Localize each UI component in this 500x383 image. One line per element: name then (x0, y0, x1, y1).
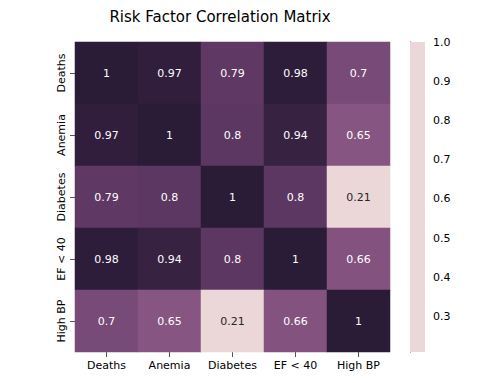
svg-text:0.4: 0.4 (433, 271, 451, 284)
svg-text:Anemia: Anemia (149, 359, 191, 372)
svg-text:0.8: 0.8 (224, 129, 242, 142)
svg-text:Risk Factor Correlation Matrix: Risk Factor Correlation Matrix (109, 8, 330, 26)
svg-text:0.65: 0.65 (346, 129, 371, 142)
svg-text:0.7: 0.7 (350, 67, 368, 80)
svg-text:0.3: 0.3 (433, 310, 451, 323)
svg-text:Deaths: Deaths (87, 359, 126, 372)
svg-text:0.21: 0.21 (220, 315, 245, 328)
svg-text:EF < 40: EF < 40 (55, 237, 68, 280)
svg-text:0.65: 0.65 (157, 315, 182, 328)
svg-text:0.7: 0.7 (433, 153, 451, 166)
svg-text:0.5: 0.5 (433, 232, 451, 245)
svg-text:0.9: 0.9 (433, 75, 451, 88)
svg-text:0.8: 0.8 (161, 191, 179, 204)
svg-text:0.97: 0.97 (94, 129, 119, 142)
svg-text:Anemia: Anemia (55, 114, 68, 156)
svg-text:0.94: 0.94 (157, 253, 182, 266)
svg-text:0.79: 0.79 (94, 191, 119, 204)
svg-text:0.7: 0.7 (98, 315, 116, 328)
svg-text:0.8: 0.8 (433, 114, 451, 127)
svg-text:1: 1 (229, 191, 236, 204)
svg-text:0.8: 0.8 (224, 253, 242, 266)
svg-text:1: 1 (355, 315, 362, 328)
svg-text:High BP: High BP (337, 359, 380, 372)
svg-text:0.6: 0.6 (433, 192, 451, 205)
svg-text:Diabetes: Diabetes (208, 359, 257, 372)
svg-text:EF < 40: EF < 40 (274, 359, 317, 372)
svg-text:0.66: 0.66 (346, 253, 371, 266)
svg-text:0.8: 0.8 (287, 191, 305, 204)
svg-text:Diabetes: Diabetes (55, 172, 68, 221)
svg-text:0.94: 0.94 (283, 129, 308, 142)
svg-text:0.66: 0.66 (283, 315, 308, 328)
svg-text:High BP: High BP (55, 299, 68, 342)
svg-text:1: 1 (103, 67, 110, 80)
svg-text:0.79: 0.79 (220, 67, 245, 80)
svg-text:1: 1 (292, 253, 299, 266)
svg-text:Deaths: Deaths (55, 53, 68, 92)
svg-text:1: 1 (166, 129, 173, 142)
svg-text:1.0: 1.0 (433, 36, 451, 49)
svg-text:0.97: 0.97 (157, 67, 182, 80)
svg-text:0.21: 0.21 (346, 191, 371, 204)
svg-text:0.98: 0.98 (94, 253, 119, 266)
svg-text:0.98: 0.98 (283, 67, 308, 80)
